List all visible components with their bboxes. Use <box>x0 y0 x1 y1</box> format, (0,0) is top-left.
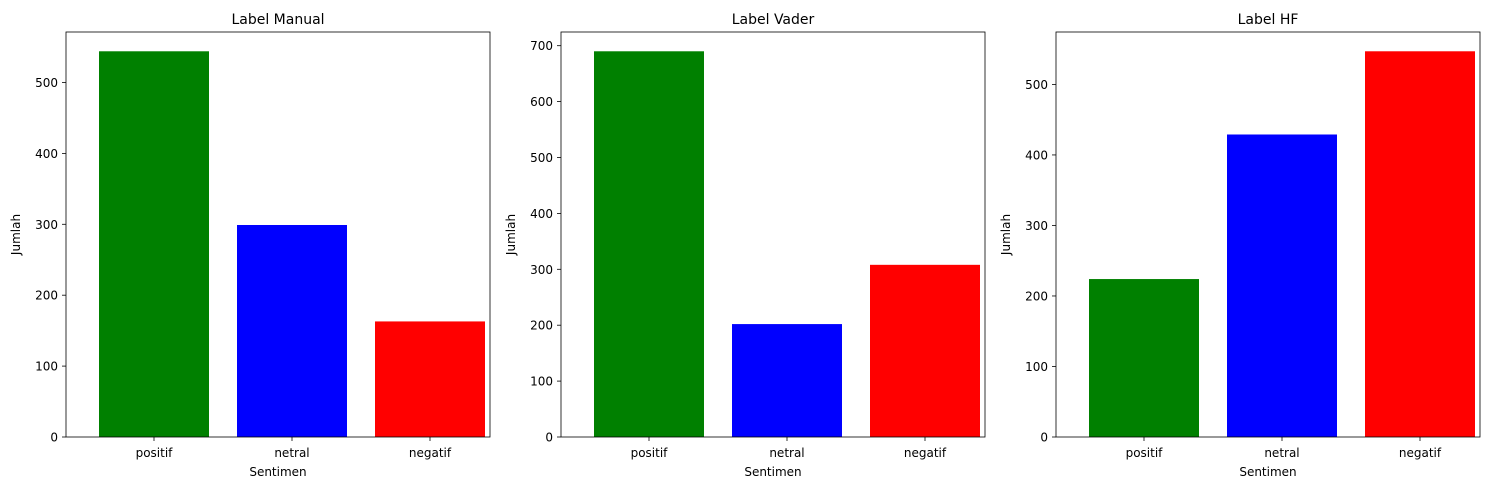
y-tick-label: 0 <box>545 431 553 445</box>
x-tick-label-negatif: negatif <box>1399 446 1442 460</box>
x-axis-label: Sentimen <box>249 465 306 479</box>
y-tick-label: 0 <box>50 431 58 445</box>
y-tick-label: 500 <box>35 76 58 90</box>
y-axis-label: Jumlah <box>504 214 518 256</box>
x-tick-label-netral: netral <box>769 446 804 460</box>
x-tick-label-negatif: negatif <box>904 446 947 460</box>
x-axis-ticks: positif netral negatif <box>1126 437 1442 460</box>
y-axis-ticks: 0 100 200 300 400 500 <box>35 76 66 445</box>
x-tick-label-netral: netral <box>1264 446 1299 460</box>
y-tick-label: 300 <box>530 263 553 277</box>
bar-netral <box>237 224 347 437</box>
axes-frame <box>1055 31 1481 438</box>
x-tick-label-positif: positif <box>1126 446 1164 460</box>
x-axis-label: Sentimen <box>744 465 801 479</box>
bar-group <box>1089 51 1475 438</box>
y-tick-label: 200 <box>1025 289 1048 303</box>
y-tick-label: 200 <box>530 319 553 333</box>
y-tick-label: 400 <box>1025 148 1048 162</box>
x-tick-label-negatif: negatif <box>409 446 452 460</box>
y-axis-label: Jumlah <box>9 214 23 256</box>
bar-group <box>594 51 980 438</box>
bar-negatif <box>1365 51 1475 438</box>
subplot-0: Label Manual Sentimen Jumlah 0 100 200 300 4… <box>9 12 491 479</box>
x-axis-label: Sentimen <box>1239 465 1296 479</box>
bar-positif <box>594 51 704 438</box>
y-tick-label: 400 <box>35 147 58 161</box>
subplot-1: Label Vader Sentimen Jumlah 0 100 200 300 40… <box>504 12 986 479</box>
bar-positif <box>1089 279 1199 437</box>
chart-title: Label Vader <box>732 12 815 28</box>
subplot-2: Label HF Sentimen Jumlah 0 100 200 300 400 50… <box>999 12 1481 479</box>
y-tick-label: 700 <box>530 39 553 53</box>
x-tick-label-positif: positif <box>631 446 669 460</box>
bar-netral <box>1227 134 1337 437</box>
bar-negatif <box>870 264 980 437</box>
y-tick-label: 100 <box>530 375 553 389</box>
y-axis-ticks: 0 100 200 300 400 500 600 700 <box>530 39 561 445</box>
y-tick-label: 200 <box>35 289 58 303</box>
chart-title: Label Manual <box>231 12 324 28</box>
x-tick-label-positif: positif <box>136 446 174 460</box>
y-tick-label: 100 <box>35 360 58 374</box>
bar-netral <box>732 324 842 437</box>
bar-group <box>99 51 485 438</box>
y-axis-ticks: 0 100 200 300 400 500 <box>1025 78 1056 445</box>
y-tick-label: 500 <box>530 151 553 165</box>
axes-frame <box>65 31 491 438</box>
y-tick-label: 300 <box>1025 219 1048 233</box>
y-tick-label: 500 <box>1025 78 1048 92</box>
y-axis-label: Jumlah <box>999 214 1013 256</box>
bar-positif <box>99 51 209 438</box>
x-tick-label-netral: netral <box>274 446 309 460</box>
y-tick-label: 100 <box>1025 360 1048 374</box>
axes-frame <box>560 31 986 438</box>
chart-title: Label HF <box>1238 12 1299 28</box>
y-tick-label: 400 <box>530 207 553 221</box>
x-axis-ticks: positif netral negatif <box>631 437 947 460</box>
y-tick-label: 300 <box>35 218 58 232</box>
y-tick-label: 600 <box>530 95 553 109</box>
x-axis-ticks: positif netral negatif <box>136 437 452 460</box>
bar-negatif <box>375 321 485 437</box>
y-tick-label: 0 <box>1040 431 1048 445</box>
